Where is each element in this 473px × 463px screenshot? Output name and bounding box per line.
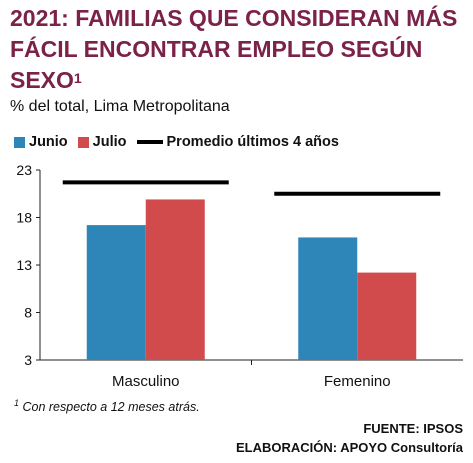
bar-junio-masculino bbox=[86, 225, 146, 360]
x-tick-label: Masculino bbox=[112, 373, 180, 390]
y-tick-label: 13 bbox=[16, 257, 32, 273]
y-tick-label: 3 bbox=[24, 352, 32, 368]
legend-item-promedio: Promedio últimos 4 años bbox=[136, 134, 339, 150]
footnote-text: Con respecto a 12 meses atrás. bbox=[19, 400, 200, 415]
legend-label-julio: Julio bbox=[92, 134, 127, 150]
bar-chart: 3 8 13 18 23 Masculino Femenino bbox=[16, 162, 463, 390]
legend-label-promedio: Promedio últimos 4 años bbox=[166, 134, 339, 150]
footnote: 1 Con respecto a 12 meses atrás. bbox=[14, 398, 200, 414]
title-footnote-marker: 1 bbox=[73, 70, 82, 86]
bar-junio-femenino bbox=[298, 237, 358, 360]
legend-line-promedio bbox=[136, 140, 163, 144]
footnote-marker: 1 bbox=[14, 398, 20, 408]
x-tick-label: Femenino bbox=[324, 373, 391, 390]
bar-julio-femenino bbox=[357, 272, 417, 360]
source-elaboracion: ELABORACIÓN: APOYO Consultoría bbox=[235, 440, 463, 455]
legend-label-junio: Junio bbox=[29, 134, 68, 150]
chart-subtitle: % del total, Lima Metropolitana bbox=[10, 98, 230, 115]
y-tick-label: 8 bbox=[24, 305, 32, 321]
legend-swatch-junio bbox=[14, 136, 25, 148]
bar-julio-masculino bbox=[145, 199, 205, 360]
legend-swatch-julio bbox=[77, 136, 89, 148]
source-fuente: FUENTE: IPSOS bbox=[363, 421, 463, 436]
y-tick-label: 23 bbox=[16, 162, 32, 178]
legend-item-junio: Junio bbox=[14, 134, 68, 150]
chart-legend: Junio Julio Promedio últimos 4 años bbox=[14, 134, 349, 150]
legend-item-julio: Julio bbox=[77, 134, 127, 150]
y-tick-label: 18 bbox=[16, 210, 32, 226]
chart-title: 2021: FAMILIAS QUE CONSIDERAN MÁS FÁCIL … bbox=[10, 5, 458, 93]
